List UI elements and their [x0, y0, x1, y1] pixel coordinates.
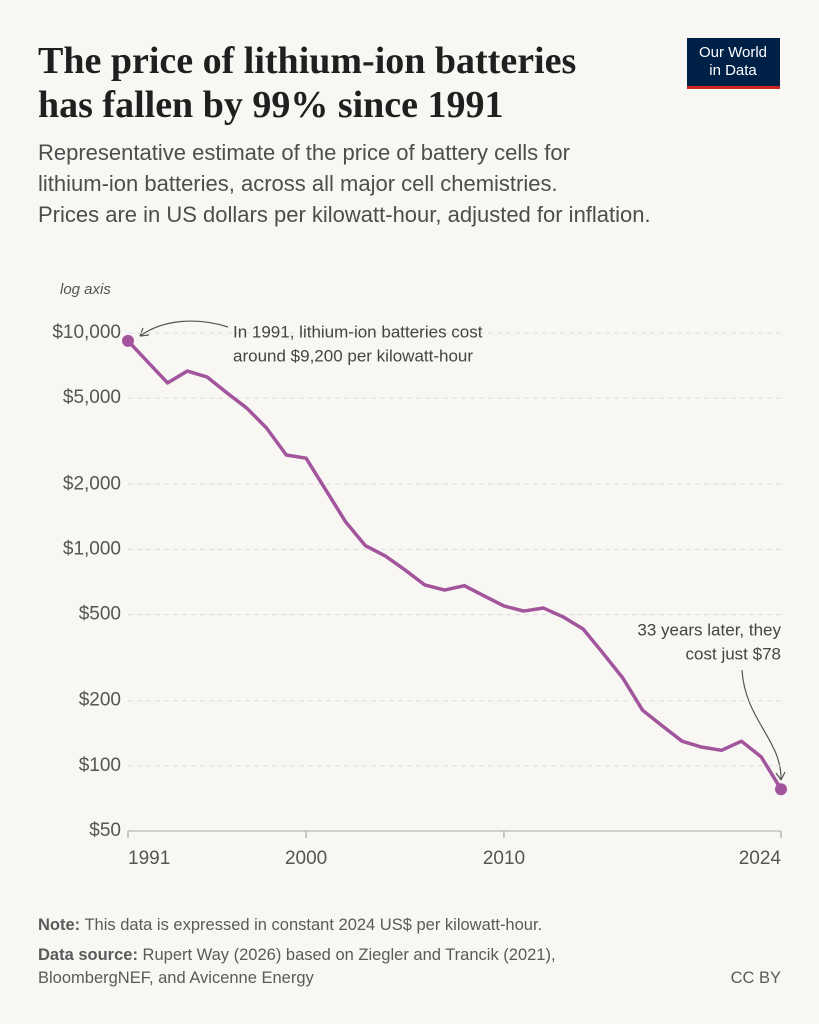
note: Note: This data is expressed in constant…	[38, 916, 542, 934]
subtitle: lithium-ion batteries, across all major …	[38, 171, 558, 196]
x-tick-label: 1991	[128, 848, 170, 869]
y-tick-label: $10,000	[52, 322, 121, 343]
chart-title: The price of lithium-ion batteries	[38, 40, 576, 82]
y-tick-label: $1,000	[63, 538, 121, 559]
logo-text: in Data	[709, 62, 757, 79]
chart-title: has fallen by 99% since 1991	[38, 84, 504, 126]
annotation: In 1991, lithium-ion batteries cost	[233, 322, 483, 341]
end-point	[122, 334, 134, 347]
source: BloombergNEF, and Avicenne Energy	[38, 969, 315, 987]
y-tick-label: $200	[79, 690, 121, 711]
line	[126, 339, 783, 791]
annotation-arrowhead	[139, 327, 150, 337]
annotation: around $9,200 per kilowatt-hour	[233, 346, 473, 365]
annotation-arrow	[139, 320, 229, 337]
source: Data source: Rupert Way (2026) based on …	[38, 946, 556, 964]
annotation-arrowhead	[775, 771, 786, 781]
logo-box	[687, 38, 780, 89]
subtitle: Representative estimate of the price of …	[38, 140, 570, 165]
note-label: Note:	[38, 916, 80, 934]
logo-text: Our World	[699, 44, 767, 61]
subtitle: Prices are in US dollars per kilowatt-ho…	[38, 202, 651, 227]
y-tick-label: $50	[89, 820, 121, 841]
y-tick-label: $100	[79, 755, 121, 776]
y-tick-label: $5,000	[63, 387, 121, 408]
end-point	[775, 783, 787, 796]
x-tick-label: 2024	[739, 848, 782, 869]
x-tick-label: 2010	[483, 848, 525, 869]
note-text: This data is expressed in constant 2024 …	[84, 916, 542, 934]
annotation-arrow	[741, 669, 782, 781]
source-text: Rupert Way (2026) based on Ziegler and T…	[143, 946, 556, 964]
y-tick-label: $2,000	[63, 473, 121, 494]
source-label: Data source:	[38, 946, 138, 964]
annotation: cost just $78	[686, 644, 781, 663]
x-tick-label: 2000	[285, 848, 327, 869]
axis-note: log axis	[60, 281, 111, 298]
y-tick-label: $500	[79, 604, 121, 625]
license: CC BY	[731, 969, 781, 987]
annotation: 33 years later, they	[637, 620, 781, 639]
logo-underline	[687, 86, 780, 89]
